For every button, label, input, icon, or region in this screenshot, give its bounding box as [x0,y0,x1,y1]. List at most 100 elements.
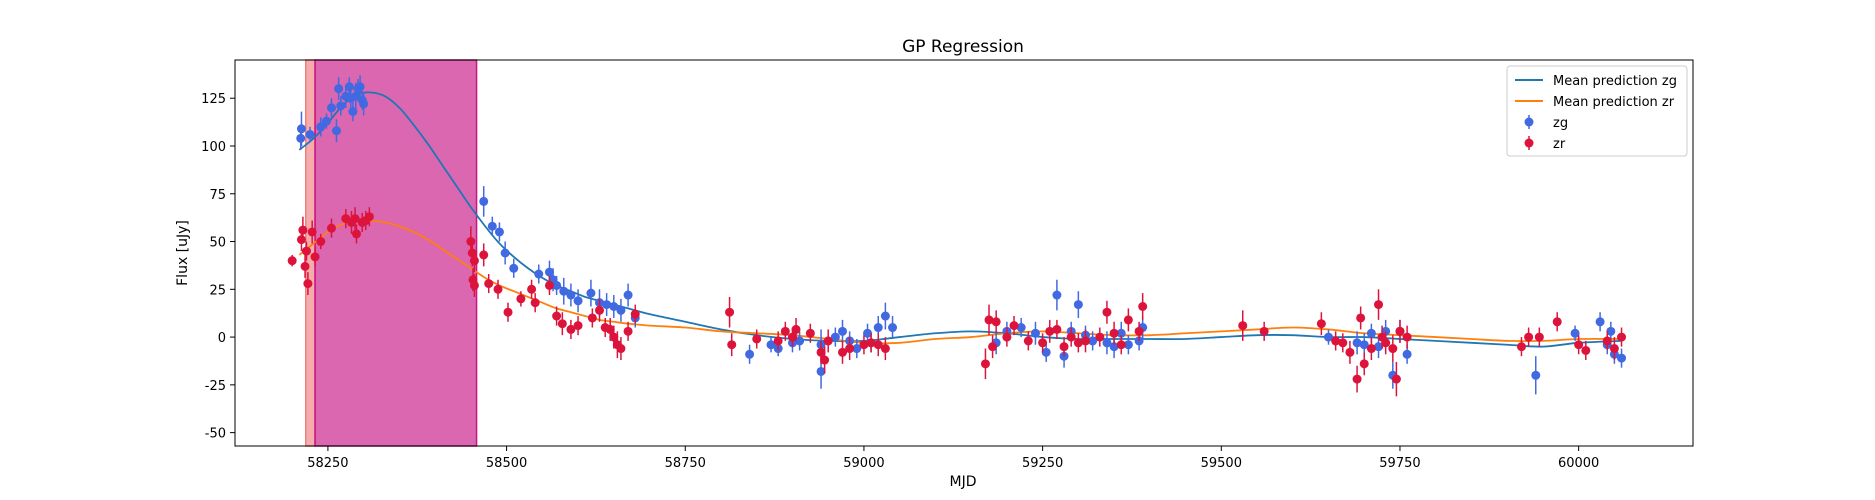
zr-point [479,250,489,260]
zr-point [296,235,306,245]
zr-point [1095,332,1105,342]
zr-point [1138,302,1148,312]
zr-point [1316,319,1326,329]
zr-point [1534,332,1544,342]
zg-point [873,323,883,333]
zg-point [566,290,576,300]
zr-point [1052,324,1062,334]
y-axis-ticks: -50 -25 0 25 50 75 100 125 [201,92,235,442]
zr-point [838,347,847,357]
zr-point [984,315,994,325]
zr-point [630,309,640,319]
zg-point [880,311,890,321]
zr-point [1391,374,1401,384]
y-axis-label: Flux [uJy] [175,220,191,286]
y-tick-label: 125 [201,92,226,107]
legend: Mean prediction zg Mean prediction zr zg zr [1506,65,1688,157]
zr-point [1038,338,1048,348]
zr-mean-line [298,219,1622,345]
zr-point [552,311,562,321]
zr-point [1352,374,1362,384]
zr-point [1066,332,1076,342]
x-tick-label: 58500 [486,456,527,471]
plot-frame [234,59,1694,447]
x-tick-label: 58250 [307,456,348,471]
zg-point [852,344,862,354]
zg-point [1595,317,1605,327]
zg-point [316,122,326,132]
zr-point [301,246,311,256]
zr-point [469,256,479,266]
zg-point [1324,332,1333,342]
zr-point [1381,338,1391,348]
zr-point [805,328,815,338]
zr-point [1045,326,1055,336]
zg-point [1052,290,1062,300]
zr-point [352,229,361,239]
zg-point [1073,300,1083,310]
zr-point [773,336,783,346]
zg-point [331,126,341,136]
zg-point [1359,340,1369,350]
zg-point [1041,347,1051,357]
zr-point [1388,344,1398,354]
x-axis-label: MJD [950,474,977,490]
zr-point [1009,321,1019,331]
zr-point [310,252,320,262]
zr-point [350,214,360,224]
zr-point [725,307,735,317]
zr-point [880,344,890,354]
zg-point [326,103,336,113]
zr-point [516,294,526,304]
zg-point [321,116,331,126]
zg-point [888,323,898,333]
zr-point [1023,336,1033,346]
zg-point [559,286,569,296]
zg-point [1366,328,1376,338]
zr-point [1002,332,1012,342]
zr-point [1059,342,1069,352]
zg-point [509,263,519,273]
zg-point [1352,338,1362,348]
zr-point [1617,332,1627,342]
zg-point [344,82,354,92]
legend-label: Mean prediction zg [1553,74,1677,89]
zr-point [467,248,477,258]
highlight-span [314,59,478,447]
legend-point-swatch [1524,138,1534,148]
zg-point [1116,328,1126,338]
zr-point [587,313,597,323]
zg-point [479,196,489,206]
x-axis-ticks: 58250 58500 58750 59000 59250 59500 59750 60000 [307,446,1599,471]
zr-point [287,256,297,266]
zg-point [487,221,497,231]
zr-point [1331,336,1341,346]
zr-point [1574,340,1584,350]
y-tick-label: 100 [201,140,226,155]
zg-point [1030,328,1040,338]
zg-point [346,93,356,103]
zr-point [573,321,583,331]
zg-point [766,340,776,350]
zg-point [616,305,626,315]
zr-point [1123,315,1133,325]
zg-point [816,366,826,376]
zr-point [527,284,537,294]
zr-point [1134,326,1144,336]
zr-point [980,359,990,369]
legend-label: Mean prediction zr [1553,95,1675,110]
zr-point [484,279,494,289]
zg-point [1570,328,1580,338]
zr-point [988,342,998,352]
zr-point [1109,328,1119,338]
zg-mean-line [298,91,1622,348]
zr-point [1238,321,1248,331]
y-tick-label: 0 [218,331,226,346]
zr-point [816,347,826,357]
zr-point [303,279,313,289]
zr-point [787,332,797,342]
zr-point [866,338,876,348]
zr-point [1602,336,1612,346]
x-tick-label: 59750 [1379,456,1420,471]
